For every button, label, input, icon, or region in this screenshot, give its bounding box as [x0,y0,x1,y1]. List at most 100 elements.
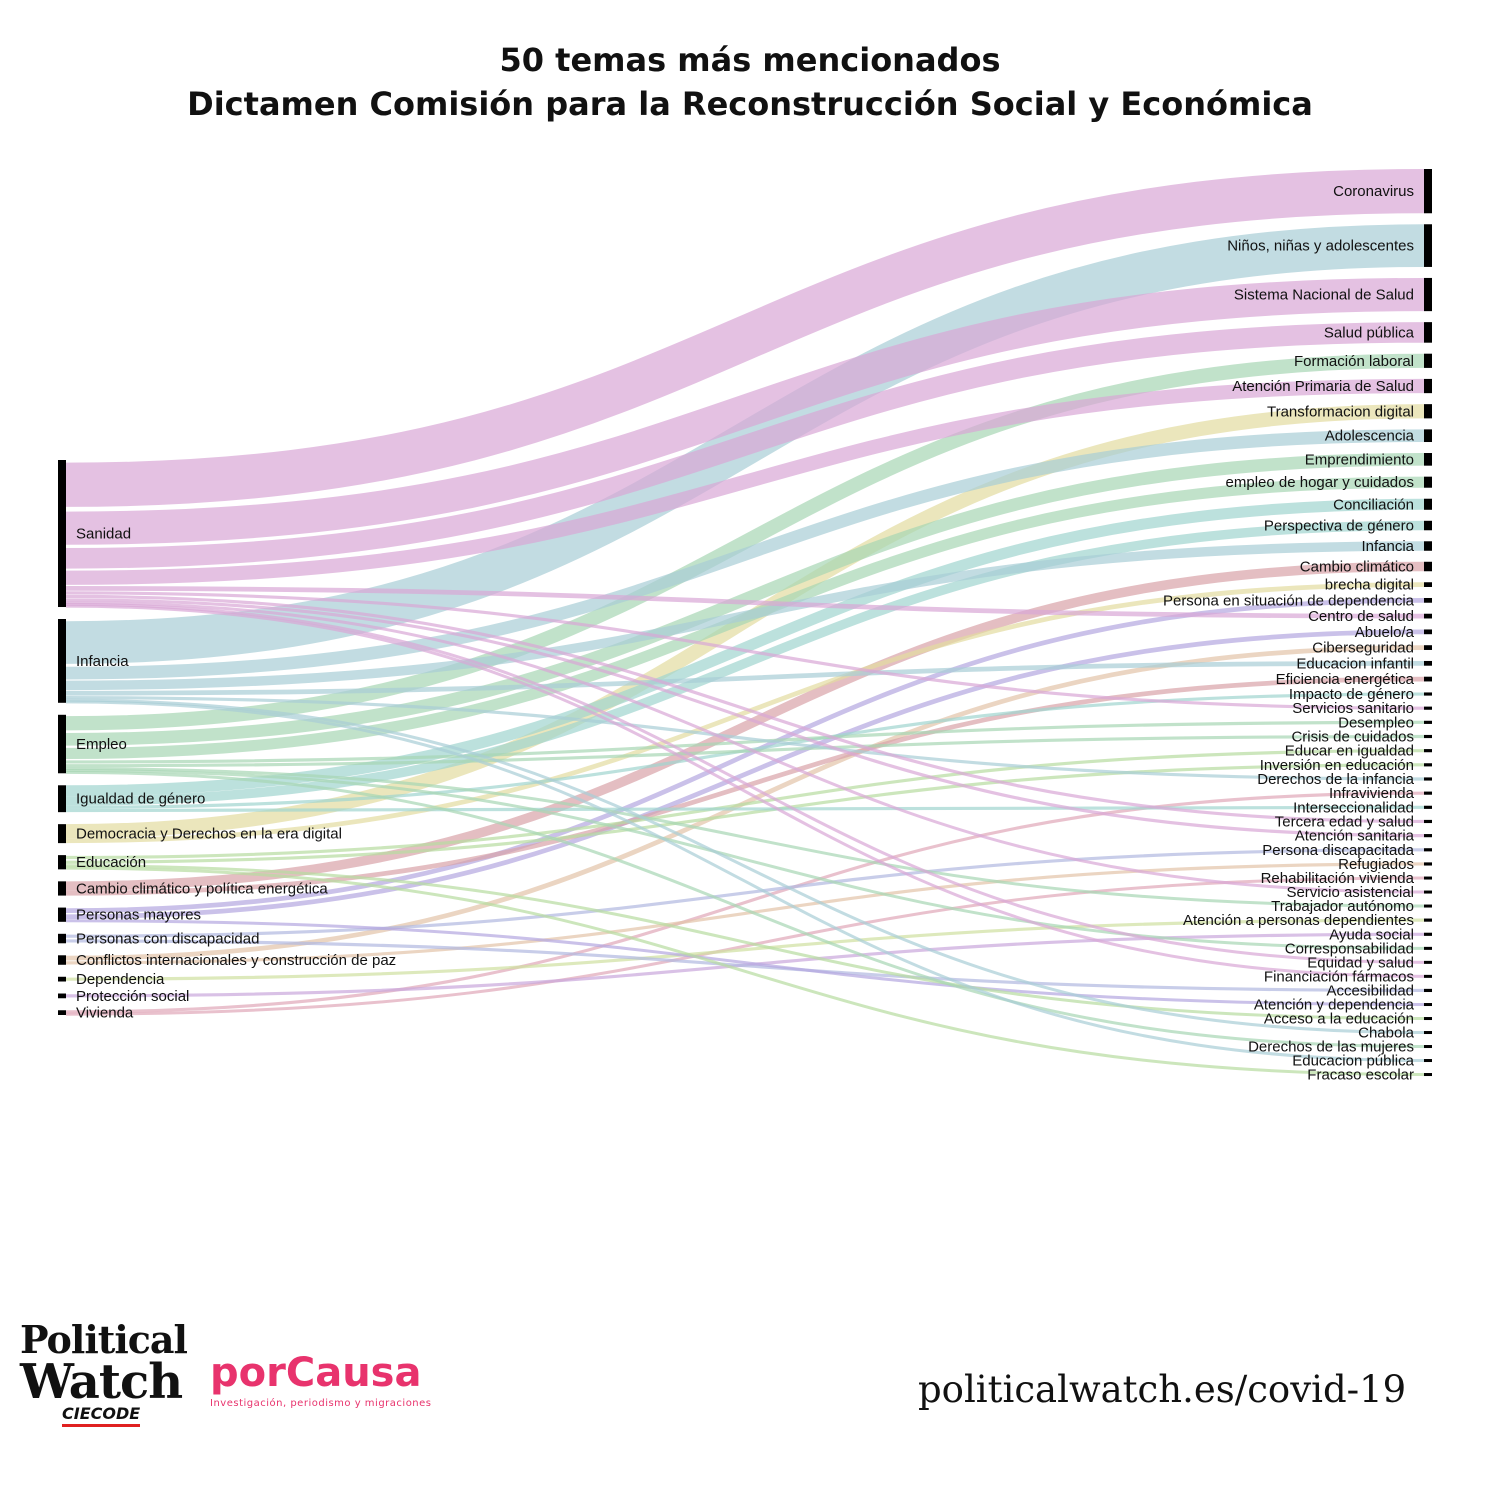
target-node-tercera-edad-y-salud [1424,819,1432,824]
title-line-1: 50 temas más mencionados [499,41,1001,79]
website-link[interactable]: politicalwatch.es/covid-19 [918,1368,1407,1411]
target-label-centro-de-salud: Centro de salud [1308,608,1414,625]
target-node-infravivienda [1424,791,1432,795]
link-igualdad-de-genero-to-interseccionalidad [65,805,1425,813]
target-node-corresponsabilidad [1424,946,1432,950]
porcausa-tagline: Investigación, periodismo y migraciones [210,1398,432,1409]
link-educacion-to-fracaso-escolar [65,866,1425,1077]
link-democracia-y-derechos-en-la-era-digital-to-brecha-digital [65,582,1425,844]
target-label-ciberseguridad: Ciberseguridad [1312,640,1414,657]
ciecode-logo: CIECODE [62,1404,141,1427]
target-label-salud-publica: Salud pública [1324,324,1415,341]
target-label-cambio-climatico: Cambio climático [1300,559,1414,576]
target-node-abuelo-a [1424,629,1432,635]
source-node-infancia [58,619,66,703]
porcausa-logo: porCausa Investigación, periodismo y mig… [210,1352,432,1409]
target-label-ayuda-social: Ayuda social [1329,926,1414,943]
chart-title: 50 temas más mencionados Dictamen Comisi… [0,38,1500,126]
target-label-servicio-asistencial: Servicio asistencial [1286,884,1414,901]
link-personas-con-discapacidad-to-persona-discapacitada [65,848,1425,938]
link-personas-mayores-to-abuelo-a [65,629,1425,920]
source-node-democracia-y-derechos-en-la-era-digital [58,824,66,844]
target-label-abuelo-a: Abuelo/a [1355,624,1415,641]
source-label-democracia-y-derechos-en-la-era-digital: Democracia y Derechos en la era digital [76,826,342,843]
target-node-eficiencia-energetica [1424,676,1432,682]
target-node-crisis-de-cuidados [1424,734,1432,739]
target-label-atencion-a-personas-dependientes: Atención a personas dependientes [1183,912,1414,929]
political-watch-logo-line2: Watch [20,1354,183,1410]
source-node-igualdad-de-genero [58,785,66,813]
link-sanidad-to-equidad-y-salud [65,602,1425,964]
target-label-atencion-primaria-de-salud: Atención Primaria de Salud [1232,378,1414,395]
source-node-empleo [58,714,66,774]
link-educacion-to-educar-en-igualdad [65,749,1425,860]
target-node-trabajador-autonomo [1424,904,1432,908]
target-node-conciliacion [1424,498,1432,510]
target-label-inversion-en-educacion: Inversión en educación [1260,757,1414,774]
source-label-educacion: Educación [76,854,146,871]
link-empleo-to-desempleo [65,720,1425,764]
political-watch-logo-line1: Political [20,1317,188,1362]
target-label-ninos-ninas-y-adolescentes: Niños, niñas y adolescentes [1227,238,1414,255]
target-node-atencion-y-dependencia [1424,1003,1432,1007]
link-personas-con-discapacidad-to-accesibilidad [65,939,1425,993]
target-label-impacto-de-genero: Impacto de género [1289,686,1414,703]
target-label-atencion-sanitaria: Atención sanitaria [1295,828,1415,845]
target-node-derechos-de-las-mujeres [1424,1045,1432,1049]
link-educacion-to-acceso-a-la-educacion [65,864,1425,1021]
link-infancia-to-chabola [65,698,1425,1035]
target-label-educacion-infantil: Educacion infantil [1296,655,1414,672]
source-node-personas-mayores [58,907,66,922]
target-node-infancia [1424,541,1432,551]
target-label-persona-discapacitada: Persona discapacitada [1262,842,1414,859]
source-node-personas-con-discapacidad [58,933,66,944]
target-label-adolescencia: Adolescencia [1325,428,1415,445]
target-label-educacion-publica: Educacion pública [1292,1053,1414,1070]
target-label-interseccionalidad: Interseccionalidad [1293,799,1414,816]
link-personas-mayores-to-atencion-y-dependencia [65,919,1425,1007]
target-label-crisis-de-cuidados: Crisis de cuidados [1291,729,1414,746]
target-node-persona-discapacitada [1424,848,1432,852]
link-sanidad-to-financiacion-farmacos [65,604,1425,978]
target-node-refugiados [1424,862,1432,866]
source-node-cambio-climatico-y-politica-energetica [58,881,66,896]
source-label-proteccion-social: Protección social [76,988,189,1005]
link-sanidad-to-tercera-edad-y-salud [65,594,1425,824]
link-infancia-to-adolescencia [65,429,1425,680]
link-sanidad-to-servicios-sanitario [65,591,1425,710]
target-node-cambio-climatico [1424,561,1432,572]
target-label-persona-en-situacion-de-dependencia: Persona en situación de dependencia [1163,592,1415,609]
source-label-dependencia: Dependencia [76,971,165,988]
target-nodes: Coronavirus Niños, niñas y adolescentes Si… [1163,169,1432,1084]
target-node-servicios-sanitario [1424,706,1432,710]
target-node-transformacion-digital [1424,404,1432,419]
target-label-conciliacion: Conciliación [1333,496,1414,513]
target-node-sistema-nacional-de-salud [1424,277,1432,312]
source-label-personas-con-discapacidad: Personas con discapacidad [76,931,259,948]
target-node-derechos-de-la-infancia [1424,777,1432,781]
source-node-educacion [58,855,66,870]
link-personas-mayores-to-persona-en-situacion-de-dependencia [65,597,1425,913]
target-node-centro-de-salud [1424,613,1432,619]
target-node-acceso-a-la-educacion [1424,1017,1432,1021]
link-cambio-climatico-y-politica-energetica-to-cambio-climatico [65,561,1425,891]
source-node-vivienda [58,1010,66,1015]
target-label-fracaso-escolar: Fracaso escolar [1307,1067,1414,1084]
source-node-conflictos-internacionales-y-construccion-de-paz [58,955,66,965]
target-node-impacto-de-genero [1424,692,1432,696]
target-label-transformacion-digital: Transformacion digital [1267,403,1414,420]
link-empleo-to-formacion-laboral [65,353,1425,731]
link-educacion-to-inversion-en-educacion [65,763,1425,864]
target-node-atencion-primaria-de-salud [1424,378,1432,394]
target-label-rehabilitacion-vivienda: Rehabilitación vivienda [1261,870,1415,887]
link-sanidad-to-atencion-sanitaria [65,598,1425,838]
source-node-sanidad [58,460,66,608]
target-node-ayuda-social [1424,932,1432,936]
political-watch-logo: Political Watch CIECODE [20,1320,190,1427]
source-label-cambio-climatico-y-politica-energetica: Cambio climático y política energética [76,880,328,897]
target-label-corresponsabilidad: Corresponsabilidad [1285,940,1414,957]
target-label-empleo-de-hogar-y-cuidados: empleo de hogar y cuidados [1226,474,1414,491]
link-sanidad-to-atencion-primaria-de-salud [65,378,1425,585]
link-sanidad-to-coronavirus [65,169,1425,507]
porcausa-name: porCausa [210,1350,422,1396]
